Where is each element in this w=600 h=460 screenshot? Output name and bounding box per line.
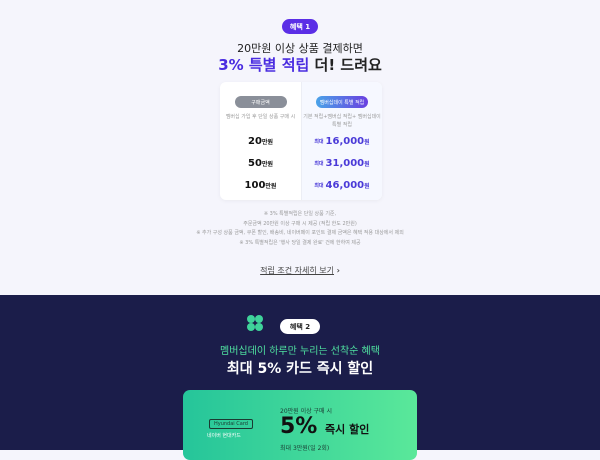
discount-limit: 최대 3만원(일 2회): [280, 445, 330, 452]
amount-row: 20 만원: [248, 136, 273, 147]
note: ※ 3% 특별적립은 단일 상품 기준,: [263, 211, 337, 217]
benefit2-badge: 혜택 2: [280, 319, 320, 334]
notes: ※ 3% 특별적립은 단일 상품 기준, 주문금액 20만원 이상 구매 시 제…: [0, 210, 600, 248]
reward-desc: 기본 적립+멤버십 적립+ 멤버십데이 특별 적립: [303, 114, 381, 128]
details-link[interactable]: 적립 조건 자세히 보기 ›: [260, 266, 340, 275]
benefit2-subtitle: 멤버십데이 하루만 누리는 선착순 혜택: [220, 346, 380, 357]
amount-column: 구매금액 멤버십 가입 후 단일 상품 구매 시 20 만원 50 만원 100 만원: [220, 82, 301, 200]
note: ※ 3% 특별적립은 '행사 당일 결제 완료' 건에 한하여 제공: [239, 239, 361, 246]
benefit2-title: 최대 5% 카드 즉시 할인: [226, 361, 374, 377]
benefit1-title: 3% 특별 적립 더! 드려요: [0, 54, 600, 75]
reward-header: 멤버십데이 특별 적립: [316, 96, 368, 108]
clover-icon: [247, 315, 263, 331]
benefit1-subtitle: 20만원 이상 상품 결제하면: [237, 42, 363, 55]
amount-desc: 멤버십 가입 후 단일 상품 구매 시: [225, 114, 296, 120]
note: ※ 추가 구성 상품 금액, 쿠폰 할인, 배송비, 네이버페이 포인트 결제 …: [196, 230, 404, 236]
title-rest: 더! 드려요: [309, 56, 382, 74]
title-highlight: 3% 특별 적립: [218, 56, 310, 74]
benefit1-badge: 혜택 1: [282, 19, 318, 34]
reward-column: 멤버십데이 특별 적립 기본 적립+멤버십 적립+ 멤버십데이 특별 적립 최대…: [301, 82, 382, 200]
note: 주문금액 20만원 이상 구매 시 제공 (적립 한도 2만원): [243, 220, 357, 227]
amount-row: 50 만원: [248, 158, 273, 169]
reward-row: 최대 46,000 원: [314, 180, 370, 191]
reward-row: 최대 31,000 원: [314, 158, 370, 169]
hyundai-card-logo: Hyundai Card: [209, 419, 253, 429]
discount-rate: 5% 즉시 할인: [280, 414, 370, 439]
reward-row: 최대 16,000 원: [314, 136, 370, 147]
chevron-right-icon: ›: [336, 266, 340, 275]
card-discount-banner: Hyundai Card 네이버 현대카드 20만원 이상 구매 시 5% 즉시…: [183, 390, 417, 460]
amount-row: 100 만원: [244, 180, 277, 191]
discount-condition: 20만원 이상 구매 시: [280, 408, 332, 415]
benefit1-section: 혜택 1 20만원 이상 상품 결제하면 3% 특별 적립 더! 드려요 구매금…: [0, 19, 600, 275]
reward-table: 구매금액 멤버십 가입 후 단일 상품 구매 시 20 만원 50 만원 100 만원…: [220, 82, 382, 200]
amount-header: 구매금액: [234, 96, 287, 108]
card-name: 네이버 현대카드: [207, 433, 241, 439]
